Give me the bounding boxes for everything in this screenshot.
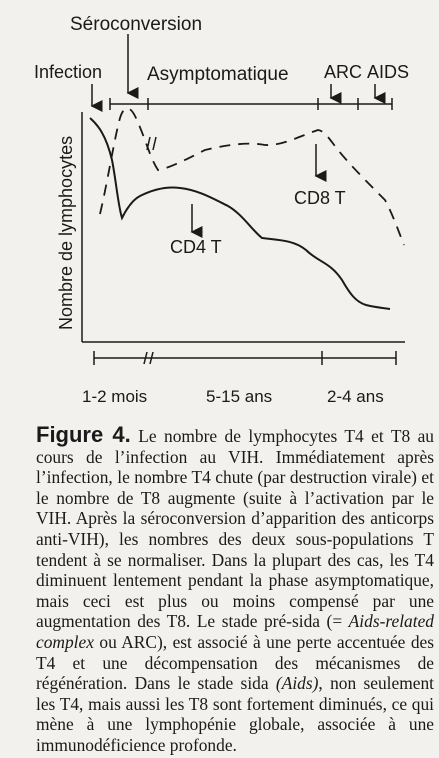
duration-late-label: 2-4 ans	[327, 387, 384, 406]
figure-number: Figure 4.	[36, 422, 131, 447]
caption-text-part-2: ou ARC), est associé à une perte accentu…	[36, 631, 434, 694]
y-axis-label: Nombre de lymphocytes	[56, 136, 76, 330]
cd8-curve	[99, 107, 405, 246]
cd4-label: CD4 T	[170, 237, 222, 257]
curve-break-mark	[146, 136, 157, 151]
lymphocyte-diagram: Séroconversion Infection Asymptomatique …	[34, 14, 409, 406]
caption-text-part-1: Le nombre de lymphocytes T4 et T8 au cou…	[36, 426, 434, 632]
cd8-label: CD8 T	[294, 188, 346, 208]
caption-italic-part-2: (Aids)	[275, 673, 319, 694]
figure-caption: Figure 4. Le nombre de lymphocytes T4 et…	[36, 422, 435, 756]
duration-early-label: 1-2 mois	[82, 387, 147, 406]
aids-label: AIDS	[367, 62, 409, 82]
infection-label: Infection	[34, 62, 102, 82]
asymptomatic-label: Asymptomatique	[147, 64, 289, 85]
seroconversion-label: Séroconversion	[70, 14, 202, 35]
caption-italic-part-1: Aids-related complex	[36, 611, 434, 652]
duration-middle-label: 5-15 ans	[206, 387, 272, 406]
arc-label: ARC	[324, 62, 362, 82]
duration-break-mark	[143, 351, 154, 365]
caption-text-part-3: , non seulement les T4, mais aussi les T…	[36, 673, 435, 755]
cd4-curve	[89, 117, 391, 310]
